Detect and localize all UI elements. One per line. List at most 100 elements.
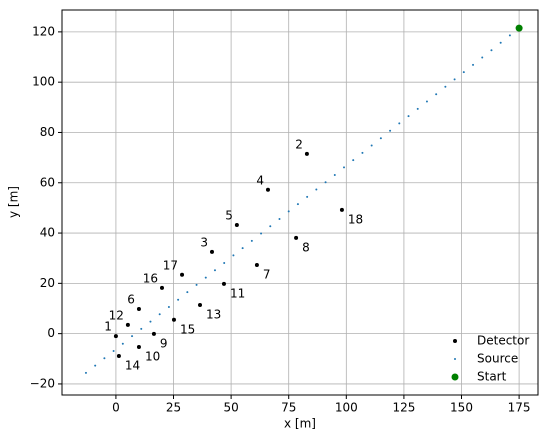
point-label: 4 <box>256 173 264 187</box>
point-label: 5 <box>225 209 233 223</box>
point <box>103 357 106 360</box>
x-tick-label: 0 <box>112 401 120 415</box>
point-label: 1 <box>104 320 112 334</box>
point-label: 6 <box>127 292 135 306</box>
point <box>171 317 176 322</box>
point <box>425 100 428 103</box>
point <box>294 235 299 240</box>
point <box>315 188 318 191</box>
x-tick-label: 75 <box>281 401 296 415</box>
point-label: 3 <box>200 235 208 249</box>
point <box>515 24 523 32</box>
legend-marker <box>451 373 459 381</box>
y-axis-label: y [m] <box>7 186 21 218</box>
point <box>304 151 309 156</box>
legend-marker <box>454 358 456 360</box>
point <box>167 305 170 308</box>
y-tick-label: 40 <box>40 226 55 240</box>
point <box>287 210 290 213</box>
point <box>159 285 164 290</box>
point-label: 14 <box>125 359 140 373</box>
x-tick-label: 125 <box>392 401 415 415</box>
point <box>177 298 180 301</box>
point-label: 8 <box>302 240 310 254</box>
y-tick-label: 0 <box>47 326 55 340</box>
point <box>508 34 511 37</box>
point <box>223 261 226 264</box>
point-label: 2 <box>295 137 303 151</box>
point <box>435 93 438 96</box>
y-tick-label: 20 <box>40 276 55 290</box>
legend-label: Source <box>477 352 518 366</box>
point <box>209 249 214 254</box>
point <box>398 122 401 125</box>
point <box>140 327 143 330</box>
point <box>136 344 141 349</box>
point <box>370 144 373 147</box>
point <box>269 225 272 228</box>
point <box>407 115 410 118</box>
point <box>94 364 97 367</box>
point <box>125 322 130 327</box>
point <box>462 71 465 74</box>
point <box>241 247 244 250</box>
point <box>113 334 118 339</box>
point-label: 9 <box>160 336 168 350</box>
point <box>250 239 253 242</box>
point <box>481 56 484 59</box>
point <box>453 78 456 81</box>
point <box>254 262 259 267</box>
point <box>151 331 156 336</box>
y-tick-label: 120 <box>32 24 55 38</box>
x-tick-label: 175 <box>508 401 531 415</box>
point-label: 13 <box>206 307 221 321</box>
x-tick-label: 150 <box>450 401 473 415</box>
point <box>149 320 152 323</box>
point-label: 12 <box>109 308 124 322</box>
point <box>416 107 419 110</box>
point <box>131 335 134 338</box>
point <box>234 223 239 228</box>
point <box>444 85 447 88</box>
point <box>158 313 161 316</box>
point <box>389 129 392 132</box>
x-axis-label: x [m] <box>284 417 316 431</box>
point <box>306 195 309 198</box>
y-tick-label: 60 <box>40 175 55 189</box>
point-label: 16 <box>143 271 158 285</box>
point-label: 7 <box>263 267 271 281</box>
point <box>324 181 327 184</box>
y-tick-label: −20 <box>30 376 55 390</box>
point <box>198 302 203 307</box>
point <box>265 187 270 192</box>
point <box>260 232 263 235</box>
point <box>490 49 493 52</box>
point <box>379 137 382 140</box>
x-tick-label: 25 <box>166 401 181 415</box>
y-tick-label: 100 <box>32 75 55 89</box>
point <box>499 41 502 44</box>
point <box>195 283 198 286</box>
legend-label: Start <box>477 370 507 384</box>
point-label: 15 <box>180 322 195 336</box>
point <box>180 272 185 277</box>
point-label: 17 <box>163 258 178 272</box>
point-label: 18 <box>348 212 363 226</box>
x-tick-label: 100 <box>335 401 358 415</box>
point <box>333 173 336 176</box>
point <box>116 354 121 359</box>
legend-label: Detector <box>477 334 529 348</box>
point <box>136 306 141 311</box>
point <box>213 269 216 272</box>
point <box>278 217 281 220</box>
point <box>121 342 124 345</box>
point <box>352 159 355 162</box>
point <box>221 281 226 286</box>
legend-marker <box>453 339 457 343</box>
point <box>186 291 189 294</box>
x-tick-label: 50 <box>223 401 238 415</box>
point <box>232 254 235 257</box>
point <box>204 276 207 279</box>
point <box>343 166 346 169</box>
